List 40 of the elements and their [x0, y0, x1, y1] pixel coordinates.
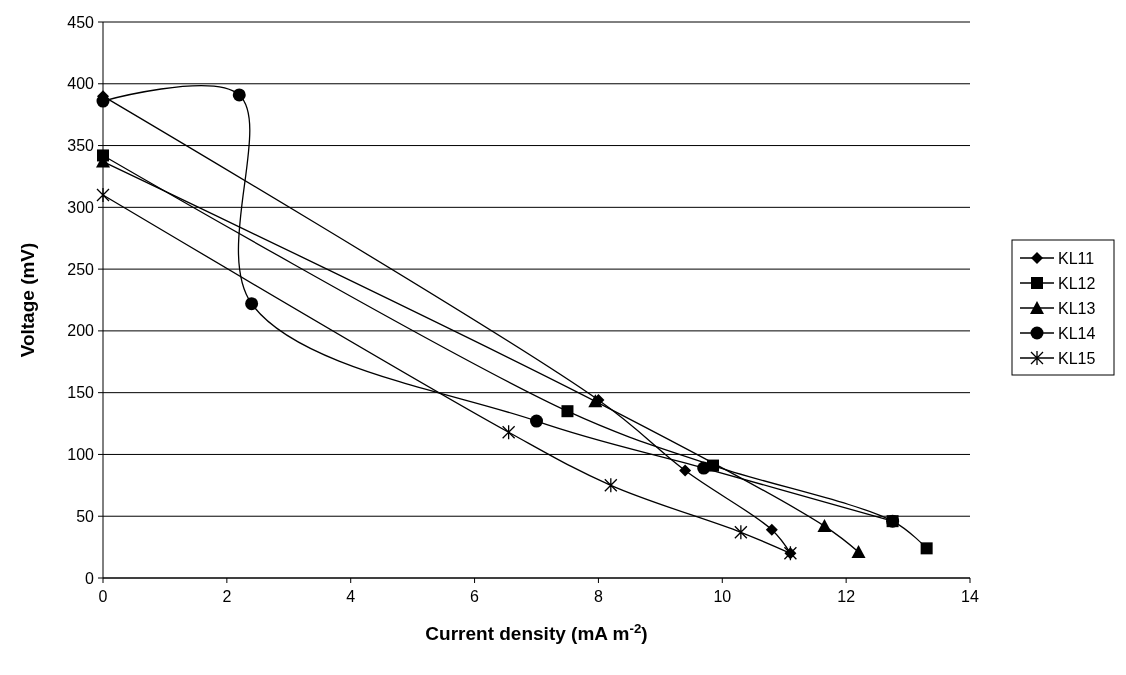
- point: [734, 524, 748, 540]
- y-tick-label: 400: [67, 75, 95, 93]
- point: [245, 297, 259, 311]
- y-tick-label: 50: [76, 507, 95, 525]
- point: [765, 523, 778, 536]
- point: [530, 414, 543, 428]
- x-tick-label: 0: [98, 588, 108, 605]
- legend-label: KL14: [1058, 324, 1096, 342]
- point: [501, 424, 516, 440]
- legend-label: KL11: [1058, 249, 1095, 267]
- point: [588, 394, 603, 408]
- point: [920, 542, 933, 555]
- legend-label: KL12: [1058, 274, 1096, 292]
- x-tick-label: 2: [222, 588, 232, 605]
- point: [561, 405, 574, 418]
- x-tick-label: 10: [713, 588, 732, 605]
- x-tick-label: 4: [346, 588, 356, 605]
- y-tick-label: 300: [67, 198, 95, 216]
- point: [851, 545, 866, 559]
- x-tick-label: 6: [470, 588, 480, 605]
- point: [96, 187, 110, 203]
- point: [232, 88, 246, 102]
- point: [679, 464, 692, 477]
- point: [604, 477, 618, 493]
- y-tick-label: 250: [67, 260, 95, 278]
- y-tick-label: 450: [67, 13, 95, 31]
- x-axis-title: Current density (mA m$^{-2}$): [425, 620, 648, 644]
- legend-label: KL15: [1058, 349, 1096, 367]
- y-tick-label: 100: [67, 446, 95, 464]
- point: [697, 461, 711, 475]
- x-tick-label: 12: [837, 588, 856, 605]
- x-tick-label: 8: [593, 588, 603, 605]
- y-tick-label: 0: [85, 569, 95, 587]
- y-tick-label: 150: [67, 384, 95, 402]
- x-tick-label: 14: [961, 588, 979, 605]
- y-tick-label: 200: [67, 322, 95, 340]
- point: [817, 519, 832, 533]
- y-tick-label: 350: [67, 137, 95, 155]
- y-axis-title: Voltage (mV): [17, 242, 38, 358]
- legend-label: KL13: [1058, 299, 1096, 317]
